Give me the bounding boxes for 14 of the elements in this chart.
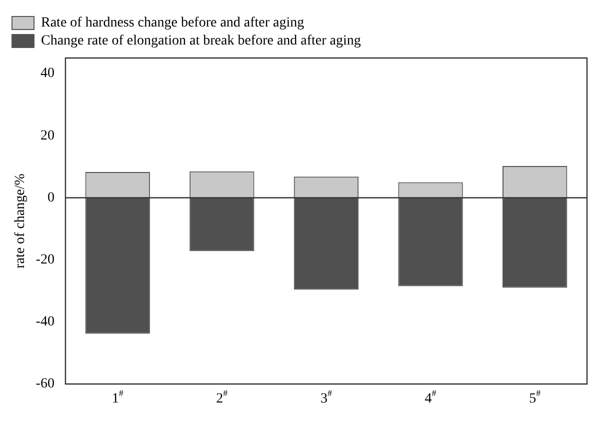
y-tick-label: -20 bbox=[36, 252, 54, 268]
x-tick-label: 5# bbox=[529, 388, 542, 407]
legend-label: Change rate of elongation at break before and after aging bbox=[41, 34, 361, 49]
y-tick-label: -40 bbox=[36, 314, 54, 330]
legend-label: Rate of hardness change before and after aging bbox=[41, 16, 304, 31]
x-tick-label: 1# bbox=[112, 388, 124, 407]
y-tick-label: 0 bbox=[47, 190, 54, 206]
y-tick-label: -60 bbox=[36, 376, 54, 392]
x-tick-label: 3# bbox=[320, 388, 332, 407]
x-tick-label: 4# bbox=[424, 388, 437, 407]
y-axis-title: rate of change/% bbox=[13, 173, 28, 268]
y-tick-label: 20 bbox=[40, 128, 54, 144]
y-tick-label: 40 bbox=[40, 66, 54, 82]
x-tick-label: 2# bbox=[216, 388, 228, 407]
